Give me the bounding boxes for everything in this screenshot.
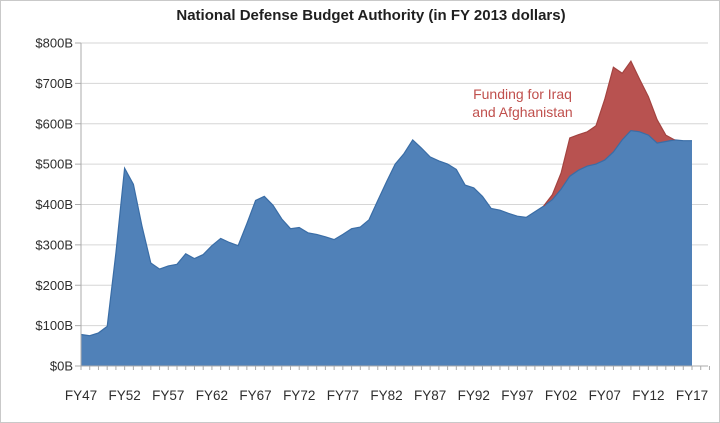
x-axis-tick-label: FY97 — [501, 388, 533, 403]
x-axis-tick-label: FY12 — [632, 388, 664, 403]
annotation-line-1: Funding for Iraq — [473, 86, 572, 102]
y-axis-tick-label: $400B — [35, 197, 73, 212]
x-axis-tick-label: FY02 — [545, 388, 577, 403]
x-axis-tick-label: FY82 — [370, 388, 402, 403]
y-axis-tick-label: $500B — [35, 157, 73, 172]
base-budget-area — [81, 130, 692, 366]
x-axis-tick-label: FY62 — [196, 388, 228, 403]
x-axis-tick-label: FY17 — [676, 388, 708, 403]
x-axis-tick-label: FY67 — [239, 388, 271, 403]
chart-title: National Defense Budget Authority (in FY… — [176, 7, 566, 24]
iraq-afghanistan-annotation: Funding for Iraq and Afghanistan — [445, 85, 600, 121]
y-axis-tick-label: $0B — [50, 359, 73, 374]
x-axis-tick-label: FY47 — [65, 388, 97, 403]
y-axis-tick-label: $700B — [35, 76, 73, 91]
x-axis-tick-label: FY57 — [152, 388, 184, 403]
war-funding-edge — [543, 60, 675, 207]
y-axis-tick-label: $100B — [35, 318, 73, 333]
y-axis-tick-label: $300B — [35, 237, 73, 252]
y-axis-tick-label: $200B — [35, 278, 73, 293]
annotation-line-2: and Afghanistan — [472, 104, 573, 120]
x-axis-tick-label: FY77 — [327, 388, 359, 403]
y-axis-tick-label: $800B — [35, 36, 73, 51]
x-axis-tick-label: FY87 — [414, 388, 446, 403]
x-axis-tick-label: FY92 — [458, 388, 490, 403]
iraq-afghanistan-war-area — [543, 61, 675, 207]
x-axis-tick-label: FY52 — [109, 388, 141, 403]
x-axis-tick-label: FY72 — [283, 388, 315, 403]
x-axis-tick-label: FY07 — [589, 388, 621, 403]
base-budget-edge — [80, 129, 692, 337]
y-axis-tick-label: $600B — [35, 116, 73, 131]
